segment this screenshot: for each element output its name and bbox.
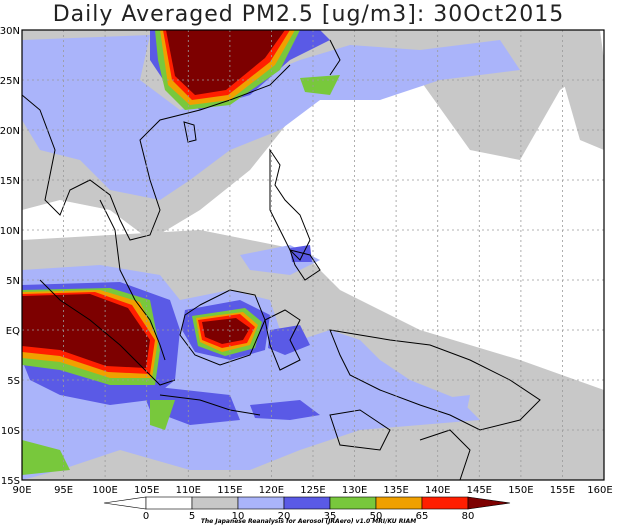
lon-label: 140E xyxy=(425,485,450,496)
colorbar-label: 10 xyxy=(232,511,245,522)
lon-label: 120E xyxy=(259,485,284,496)
colorbar-label: 65 xyxy=(416,511,429,522)
lon-label: 115E xyxy=(217,485,242,496)
lat-label: 5N xyxy=(6,276,20,287)
colorbar-segment xyxy=(467,496,511,510)
lon-label: 110E xyxy=(176,485,201,496)
colorbar-segment xyxy=(329,496,377,510)
lon-label: 95E xyxy=(54,485,73,496)
lon-label: 105E xyxy=(134,485,159,496)
colorbar-label: 20 xyxy=(278,511,291,522)
colorbar-segment xyxy=(375,496,423,510)
colorbar-segment xyxy=(191,496,239,510)
lon-label: 125E xyxy=(300,485,325,496)
lat-label: 10S xyxy=(1,426,20,437)
lat-label: 5S xyxy=(7,376,20,387)
colorbar-label: 50 xyxy=(370,511,383,522)
lon-label: 90E xyxy=(12,485,31,496)
level-max xyxy=(22,30,285,368)
lon-label: 155E xyxy=(550,485,575,496)
colorbar-segment xyxy=(283,496,331,510)
colorbar-segment xyxy=(145,496,193,510)
gridlines xyxy=(22,30,604,480)
lon-label: 145E xyxy=(467,485,492,496)
lon-label: 150E xyxy=(508,485,533,496)
pm25-field xyxy=(22,30,604,480)
lat-label: 15S xyxy=(1,476,20,487)
lat-label: 15N xyxy=(0,176,20,187)
lat-label: 20N xyxy=(0,126,20,137)
lat-label: EQ xyxy=(6,326,20,337)
colorbar-label: 80 xyxy=(462,511,475,522)
lat-label: 25N xyxy=(0,76,20,87)
lat-axis: 30N 25N 20N 15N 10N 5N EQ 5S 10S 15S xyxy=(0,26,20,487)
colorbar: 0 5 10 20 35 50 65 80 xyxy=(103,496,511,522)
lat-label: 10N xyxy=(0,226,20,237)
map-title: Daily Averaged PM2.5 [ug/m3]: 30Oct2015 xyxy=(52,2,565,27)
colorbar-segment xyxy=(103,496,147,510)
colorbar-label: 5 xyxy=(189,511,195,522)
lon-label: 130E xyxy=(342,485,367,496)
colorbar-label: 35 xyxy=(324,511,337,522)
credit-line: The Japanese Reanalysis for Aerosol (JRA… xyxy=(200,518,417,525)
plot-frame xyxy=(21,29,605,481)
colorbar-segment xyxy=(237,496,285,510)
lon-label: 135E xyxy=(383,485,408,496)
coastlines xyxy=(22,39,541,480)
colorbar-segment xyxy=(421,496,469,510)
lon-label: 160E xyxy=(587,485,612,496)
lat-label: 30N xyxy=(0,26,20,37)
lon-label: 100E xyxy=(92,485,117,496)
lon-axis: 90E 95E 100E 105E 110E 115E 120E 125E 13… xyxy=(12,485,612,496)
colorbar-label: 0 xyxy=(143,511,149,522)
